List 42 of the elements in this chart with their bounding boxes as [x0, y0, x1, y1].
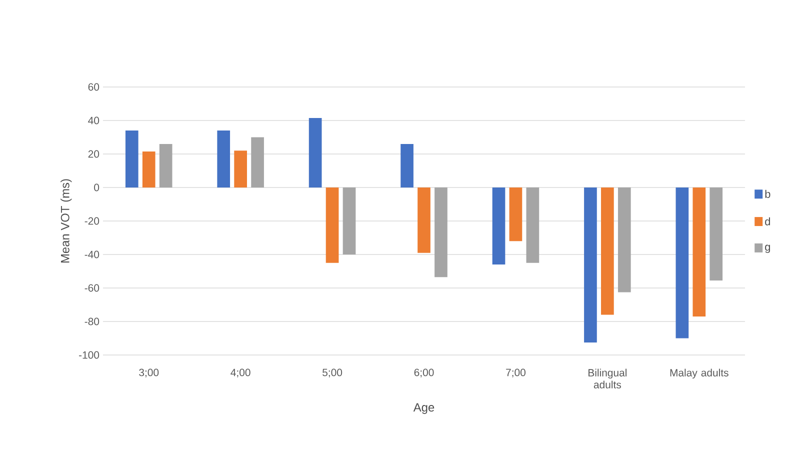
bar	[217, 130, 230, 188]
bar	[342, 187, 356, 254]
x-tick-label: 6;00	[414, 368, 434, 378]
y-tick-label: 60	[88, 83, 100, 91]
bar	[601, 187, 614, 315]
bar	[125, 130, 138, 188]
bar	[159, 144, 172, 188]
x-tick-label: 5;00	[322, 368, 342, 378]
bar	[710, 187, 723, 280]
x-axis-title: Age	[413, 403, 434, 414]
legend-label: g	[765, 244, 770, 253]
bar	[692, 187, 706, 316]
bar	[492, 187, 506, 265]
x-tick-label: 4;00	[230, 368, 250, 378]
y-tick-label: 20	[88, 150, 100, 158]
y-tick-label: -20	[84, 217, 100, 225]
x-tick-label: Bilingual adults	[588, 368, 626, 388]
bar	[308, 118, 322, 188]
y-tick-label: -80	[84, 318, 100, 326]
bar	[400, 144, 414, 188]
y-tick-label: 40	[88, 116, 100, 124]
bar	[326, 187, 339, 263]
y-axis-title: Mean VOT (ms)	[60, 179, 72, 263]
bar	[142, 151, 156, 188]
bar	[434, 187, 448, 278]
bar	[418, 187, 430, 253]
bar	[526, 187, 540, 263]
bar	[618, 187, 631, 292]
legend-label: d	[765, 217, 770, 226]
legend-label: b	[765, 190, 770, 198]
y-tick-label: 0	[94, 184, 100, 192]
bar	[509, 187, 522, 242]
y-tick-label: -60	[84, 284, 100, 292]
x-tick-label: 3;00	[139, 368, 159, 378]
y-tick-label: -100	[79, 351, 100, 359]
bar	[234, 150, 247, 188]
y-tick-label: -40	[84, 250, 100, 258]
x-tick-label: Malay adults	[670, 368, 728, 379]
bar	[584, 187, 597, 342]
x-tick-label: 7;00	[506, 368, 526, 378]
bar	[251, 137, 264, 188]
bar	[676, 187, 689, 338]
